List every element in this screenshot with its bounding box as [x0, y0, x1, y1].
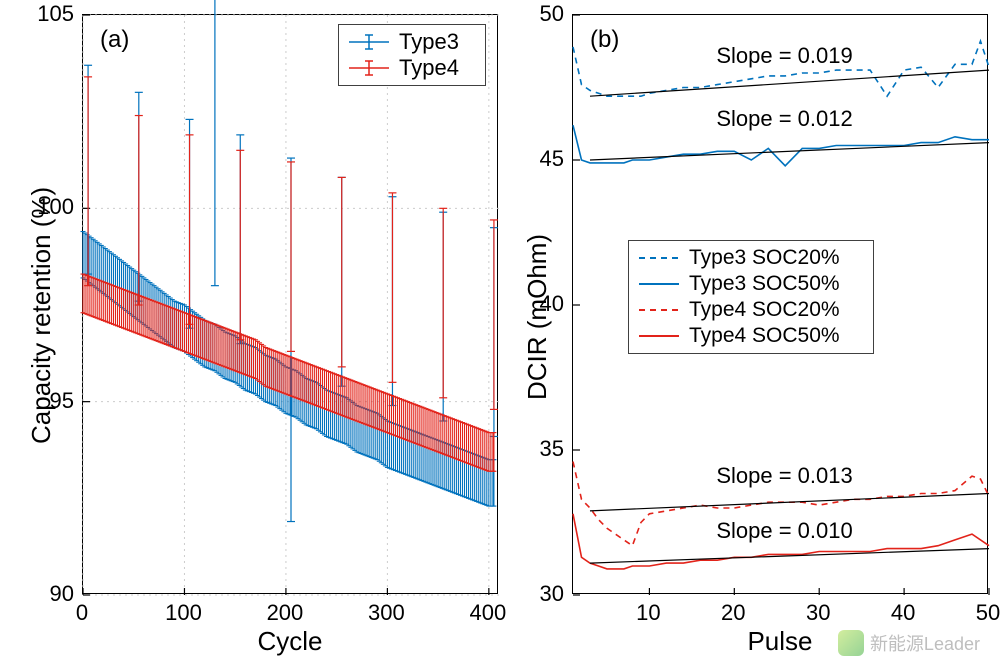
legend-label: Type3 SOC20%: [689, 246, 840, 270]
slope-annotation: Slope = 0.010: [716, 518, 852, 544]
legend-item: Type3 SOC20%: [637, 245, 865, 271]
slope-annotation: Slope = 0.013: [716, 463, 852, 489]
legend-label: Type3 SOC50%: [689, 272, 840, 296]
legend-item: Type3 SOC50%: [637, 271, 865, 297]
panel-a-label: (a): [100, 26, 129, 54]
legend-item: Type4 SOC20%: [637, 297, 865, 323]
watermark: 新能源Leader: [838, 630, 980, 656]
panel-b-legend: Type3 SOC20%Type3 SOC50%Type4 SOC20%Type…: [628, 240, 874, 354]
slope-annotation: Slope = 0.012: [716, 106, 852, 132]
watermark-text: 新能源Leader: [870, 630, 980, 656]
panel-a-legend: Type3Type4: [338, 24, 486, 86]
figure: Capacity retention (%) Cycle (a) Type3Ty…: [0, 0, 1000, 670]
legend-item: Type4 SOC50%: [637, 323, 865, 349]
legend-label: Type4 SOC20%: [689, 298, 840, 322]
slope-annotation: Slope = 0.019: [716, 43, 852, 69]
wechat-icon: [838, 630, 864, 656]
legend-label: Type3: [399, 29, 459, 55]
legend-item: Type4: [347, 55, 477, 81]
legend-item: Type3: [347, 29, 477, 55]
panel-a-xlabel: Cycle: [82, 626, 498, 657]
panel-b-label: (b): [590, 26, 619, 54]
legend-label: Type4 SOC50%: [689, 324, 840, 348]
panel-a-axes: [82, 14, 498, 594]
legend-label: Type4: [399, 55, 459, 81]
